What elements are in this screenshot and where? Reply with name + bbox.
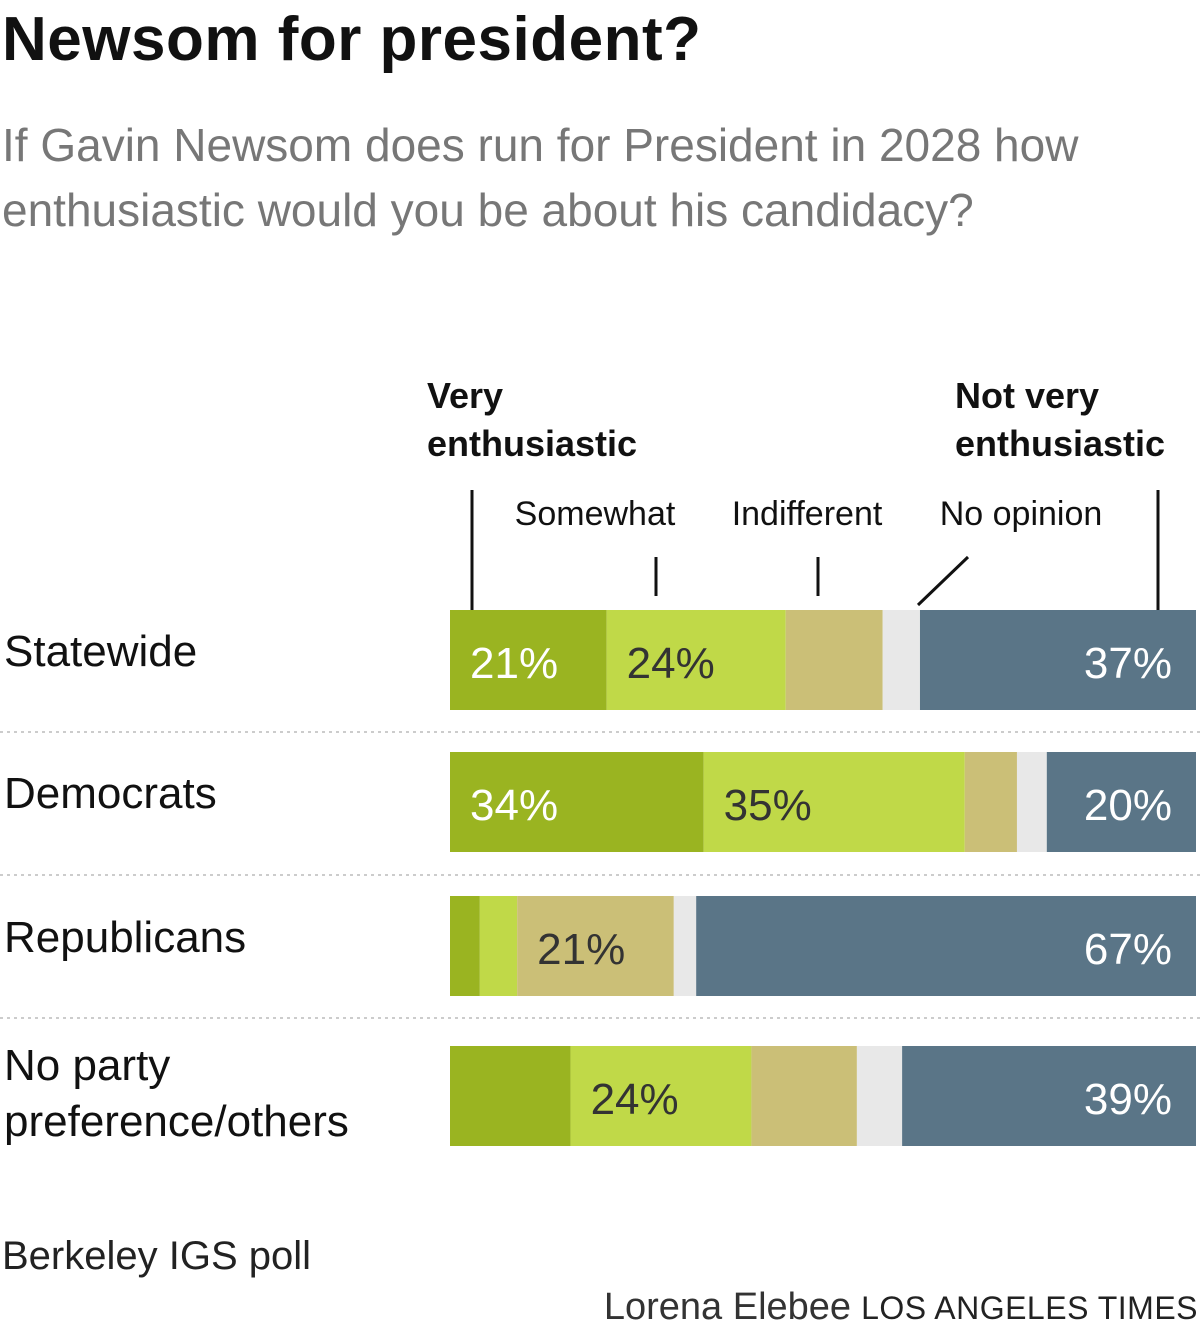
legend-label: enthusiastic	[955, 423, 1165, 464]
legend-indifferent: Indifferent	[732, 495, 883, 596]
data-label: 21%	[470, 639, 558, 688]
chart-row: Republicans 21% 67%	[4, 896, 1196, 996]
bar-segment-somewhat	[606, 610, 786, 710]
bar-segment-no-opinion	[1016, 752, 1047, 852]
category-label: preference/others	[4, 1097, 349, 1146]
bar-segment-no-opinion	[856, 1046, 903, 1146]
data-label: 34%	[470, 781, 558, 830]
chart-subtitle: If Gavin Newsom does run for President i…	[2, 119, 1079, 236]
legend-no-opinion: No opinion	[916, 495, 1103, 607]
data-label: 24%	[627, 639, 715, 688]
legend-very: Very enthusiastic	[427, 375, 637, 610]
bar-segment-indifferent	[964, 752, 1017, 852]
bar-segment-very	[450, 610, 607, 710]
legend-label: Indifferent	[732, 495, 883, 533]
bar-segment-somewhat	[570, 1046, 752, 1146]
bar-segment-very	[450, 752, 704, 852]
bar-segment-not-very	[919, 610, 1196, 710]
publisher-credit: LOS ANGELES TIMES	[861, 1290, 1198, 1326]
bar-segment-somewhat	[479, 896, 518, 996]
legend-leader-line	[916, 555, 970, 607]
legend-not-very: Not very enthusiastic	[955, 375, 1165, 610]
legend-label: No opinion	[940, 495, 1103, 533]
bar-segment-not-very	[902, 1046, 1196, 1146]
chart-row: Statewide 21% 24% 37%	[4, 610, 1196, 710]
bar-segment-indifferent	[517, 896, 674, 996]
data-label: 37%	[1084, 639, 1172, 688]
bar-segment-not-very	[696, 896, 1196, 996]
legend-somewhat: Somewhat	[515, 495, 676, 596]
bar-segment-indifferent	[751, 1046, 857, 1146]
legend-label: Not very	[955, 375, 1099, 416]
data-label: 24%	[591, 1075, 679, 1124]
bar-segment-very	[450, 1046, 571, 1146]
bar-segment-not-very	[1046, 752, 1196, 852]
data-label: 35%	[724, 781, 812, 830]
data-label: 21%	[537, 925, 625, 974]
bar-segment-no-opinion	[882, 610, 920, 710]
chart-row: Democrats 34% 35% 20%	[4, 752, 1196, 852]
category-label: Republicans	[4, 913, 246, 962]
chart-title: Newsom for president?	[2, 5, 702, 74]
stacked-bar-chart: Very enthusiastic Somewhat Indifferent No op…	[0, 375, 1200, 1146]
data-label: 20%	[1084, 781, 1172, 830]
bar-segment-indifferent	[785, 610, 883, 710]
category-label: Democrats	[4, 769, 217, 818]
source-note: Berkeley IGS poll	[2, 1234, 312, 1278]
data-label: 39%	[1084, 1075, 1172, 1124]
data-label: 67%	[1084, 925, 1172, 974]
legend-label: Very	[427, 375, 503, 416]
credit-line: Lorena Elebee LOS ANGELES TIMES	[604, 1282, 1198, 1333]
legend-label: enthusiastic	[427, 423, 637, 464]
bar-segment-very	[450, 896, 480, 996]
bar-segment-somewhat	[703, 752, 965, 852]
chart-row: No party preference/others 24% 39%	[4, 1041, 1196, 1146]
category-label: Statewide	[4, 627, 197, 676]
legend-label: Somewhat	[515, 495, 676, 533]
bar-segment-no-opinion	[673, 896, 697, 996]
author-credit: Lorena Elebee	[603, 1286, 852, 1328]
category-label: No party	[4, 1041, 170, 1090]
